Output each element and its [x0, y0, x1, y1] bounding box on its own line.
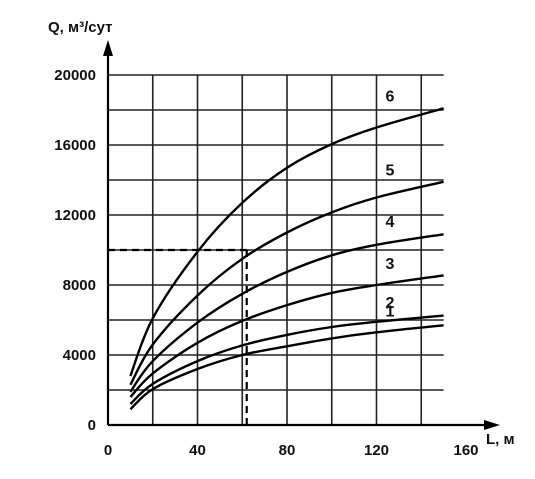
series-label-5: 5 [385, 163, 394, 180]
series-line-3 [129, 274, 444, 398]
series-line-4 [129, 233, 444, 393]
y-axis-arrow [103, 40, 113, 56]
series-label-6: 6 [385, 89, 394, 106]
reference-lines [108, 248, 248, 425]
series-line-6 [129, 107, 444, 377]
y-tick-label: 8000 [63, 277, 96, 294]
series-line-5 [129, 180, 444, 386]
y-tick-label: 0 [88, 417, 96, 434]
y-axis-title: Q, м³/сут [48, 19, 112, 36]
x-tick-label: 0 [104, 442, 112, 459]
x-tick-label: 80 [279, 442, 296, 459]
series-label-2: 2 [385, 295, 394, 312]
grid [108, 74, 444, 425]
tick-labels: 0 40 80 120 160 0 4000 8000 12000 16000 20000 [54, 67, 478, 459]
x-axis-arrow [484, 420, 500, 430]
x-tick-label: 40 [189, 442, 206, 459]
series-labels: 12 3 4 5 6 [385, 89, 394, 321]
series-lines [129, 107, 444, 411]
x-tick-label: 160 [453, 442, 478, 459]
x-tick-label: 120 [364, 442, 389, 459]
y-tick-label: 20000 [54, 67, 96, 84]
series-line-2 [129, 314, 444, 405]
y-tick-label: 4000 [63, 347, 96, 364]
series-line-1 [129, 324, 444, 411]
axes [103, 40, 500, 430]
series-label-3: 3 [385, 256, 394, 273]
x-axis-title: L, м [486, 431, 515, 448]
series-label-4: 4 [385, 214, 394, 231]
series-label-1: 1 [385, 303, 394, 320]
y-tick-label: 16000 [54, 137, 96, 154]
y-tick-label: 12000 [54, 207, 96, 224]
